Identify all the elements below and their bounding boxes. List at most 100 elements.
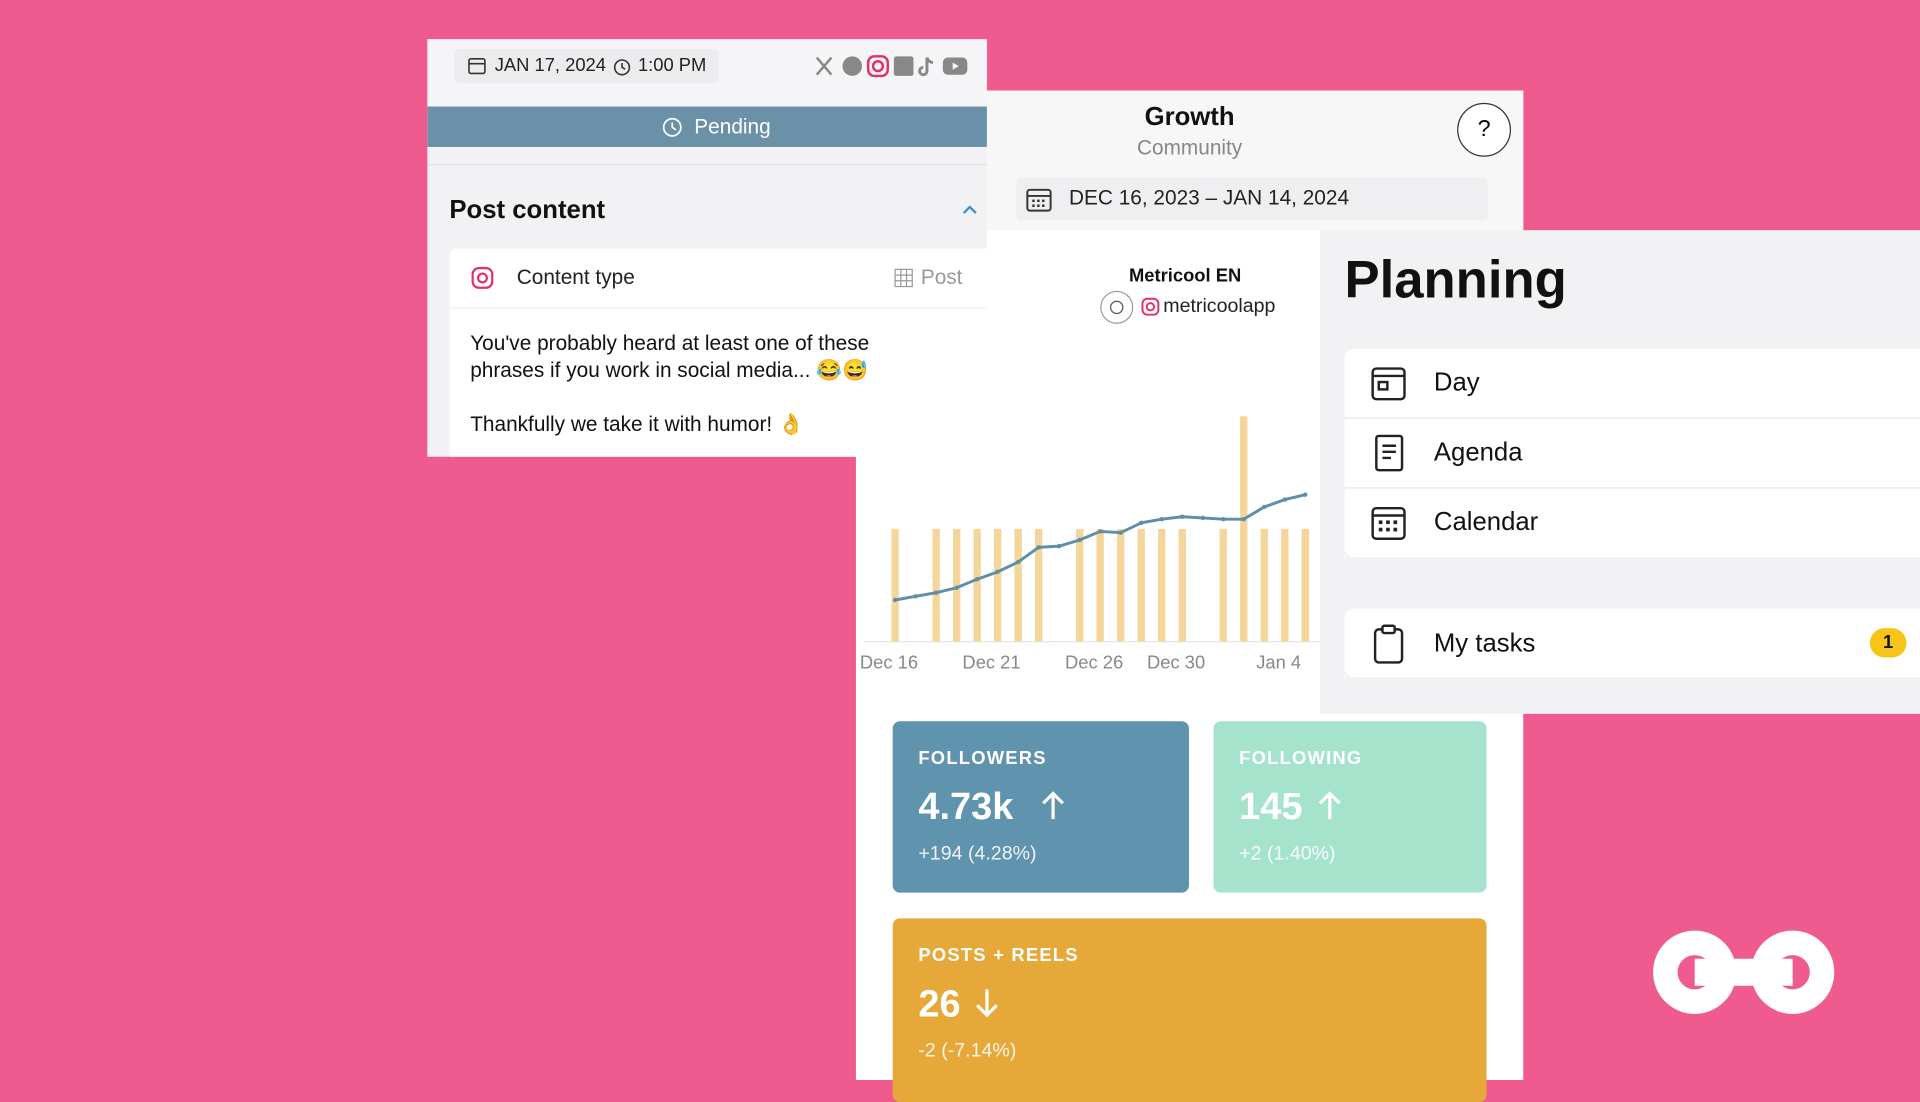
stat-label: FOLLOWING — [1239, 748, 1363, 769]
bar — [1301, 528, 1309, 642]
x-tick-label: Dec 30 — [1147, 652, 1205, 673]
clock-icon — [613, 59, 631, 76]
avatar — [1100, 290, 1134, 324]
bar — [1281, 528, 1289, 642]
line-point — [995, 569, 1000, 575]
line-point — [1303, 492, 1308, 497]
agenda-icon — [1375, 434, 1404, 472]
help-button[interactable]: ? — [1457, 102, 1512, 157]
arrow-path — [1318, 791, 1341, 820]
bar — [993, 528, 1002, 642]
menu-divider — [1344, 417, 1920, 419]
x-tick-label: Jan 4 — [1256, 652, 1301, 673]
day-icon — [1371, 367, 1406, 401]
instagram-icon — [1141, 297, 1160, 316]
x-tick-label: Dec 16 — [860, 652, 918, 673]
x-tick-label: Dec 26 — [1065, 652, 1123, 673]
account-name: Metricool EN — [1128, 265, 1242, 287]
line-point — [1077, 537, 1082, 543]
line-point — [1139, 520, 1144, 526]
bar — [891, 528, 899, 642]
menu-divider — [1344, 487, 1920, 489]
bar — [1158, 528, 1166, 642]
stat-label: FOLLOWERS — [918, 748, 1047, 769]
card-divider — [449, 307, 987, 309]
post-date: JAN 17, 2024 — [494, 55, 607, 76]
network-icons — [815, 55, 968, 78]
bar — [973, 528, 981, 642]
line-point — [1098, 529, 1103, 534]
date-range-bar[interactable] — [1016, 177, 1488, 221]
line-point — [1241, 516, 1246, 522]
planning-panel: Planning Day Agenda Calendar My tasks 1 — [1320, 230, 1920, 714]
line-point — [954, 585, 959, 590]
bar — [1240, 416, 1248, 642]
content-card — [449, 248, 987, 457]
growth-subtitle: Community — [1136, 135, 1243, 160]
calendar-icon — [468, 57, 486, 75]
tasks-icon — [1373, 624, 1404, 664]
bar — [1035, 528, 1043, 642]
collapse-icon[interactable] — [961, 203, 978, 215]
growth-chart: Dec 16 Dec 21 Dec 26 Dec 30 Jan 4 — [860, 416, 1322, 673]
menu-card — [1344, 348, 1920, 558]
line-point — [1036, 545, 1041, 550]
bar — [1076, 528, 1084, 642]
bar — [1219, 528, 1227, 642]
section-title: Post content — [449, 195, 606, 225]
grid-icon — [894, 268, 913, 288]
line-point — [1262, 504, 1267, 510]
line-point — [892, 597, 898, 603]
stat-change: +194 (4.28%) — [918, 843, 1037, 865]
date-range: DEC 16, 2023 – JAN 14, 2024 — [1068, 186, 1350, 210]
date-chip — [454, 48, 719, 84]
x-tick-label: Dec 21 — [962, 652, 1020, 673]
stat-value: 26 — [918, 982, 961, 1025]
bar — [1260, 528, 1268, 642]
bar — [1137, 528, 1145, 642]
metricool-logo — [1653, 930, 1835, 1014]
stat-label: POSTS + REELS — [918, 945, 1079, 967]
line-point — [1159, 516, 1164, 522]
instagram-icon — [471, 267, 494, 289]
divider — [427, 164, 987, 166]
line-point — [1200, 515, 1205, 521]
menu-item[interactable]: Day — [1433, 368, 1480, 397]
arrow-path — [976, 989, 998, 1018]
tasks-badge: 1 — [1869, 628, 1907, 658]
trend-arrow — [1318, 791, 1341, 820]
bar — [1014, 528, 1022, 642]
pending-icon — [662, 117, 682, 137]
post-panel: JAN 17, 2024 1:00 PM Pending Post conten… — [427, 39, 987, 457]
bar — [1096, 528, 1104, 642]
line-point — [933, 590, 939, 595]
post-text: phrases if you work in social media... 😂… — [470, 358, 868, 383]
post-text: You've probably heard at least one of th… — [470, 331, 870, 356]
post-time: 1:00 PM — [637, 55, 707, 76]
bar — [952, 528, 961, 642]
tasks-label[interactable]: My tasks — [1433, 629, 1536, 658]
tasks-card[interactable] — [1344, 608, 1920, 678]
line-point — [1221, 516, 1226, 522]
menu-item[interactable]: Agenda — [1433, 438, 1523, 467]
line-point — [974, 576, 980, 582]
trend-arrow — [1042, 791, 1064, 820]
menu-item[interactable]: Calendar — [1433, 508, 1539, 537]
stat-change: -2 (-7.14%) — [918, 1040, 1017, 1062]
line-point — [1282, 497, 1288, 502]
calendar-icon — [1371, 506, 1406, 541]
status: Pending — [694, 115, 771, 139]
content-type-value: Post — [920, 265, 963, 289]
arrow-path — [1042, 791, 1064, 820]
status-bar — [427, 106, 987, 147]
stat-value: 4.73k — [918, 784, 1014, 828]
stat-value: 145 — [1239, 784, 1303, 828]
stat-card: FOLLOWERS 4.73k +194 (4.28%) — [892, 721, 1189, 893]
line-point — [1056, 543, 1062, 549]
calendar-icon — [1026, 188, 1052, 212]
growth-title: Growth — [1144, 102, 1235, 132]
bar — [1117, 528, 1125, 642]
